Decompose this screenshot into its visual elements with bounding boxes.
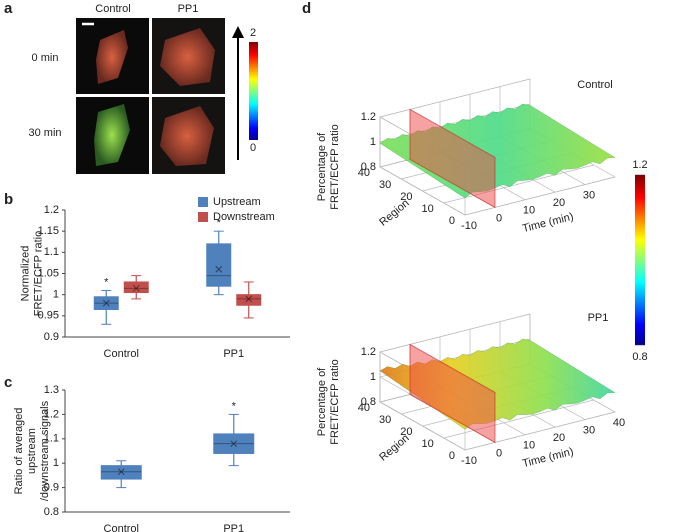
time-tick-label: 0 — [496, 447, 502, 459]
region-tick-label: 30 — [379, 414, 391, 426]
colorbar-label: 0 — [250, 142, 256, 154]
column-label: Control — [95, 3, 130, 15]
arrow-head — [232, 26, 244, 38]
y-axis-label: Normalized — [19, 246, 31, 302]
grid-line — [464, 411, 616, 451]
region-axis-label: Region — [377, 432, 411, 464]
y-tick-label: 1.1 — [44, 433, 59, 445]
panel-label: d — [302, 0, 311, 17]
colorbar-label: 1.2 — [632, 159, 647, 171]
legend-swatch — [198, 212, 208, 222]
y-axis-label: /downstream signals — [39, 400, 51, 501]
panel-label: b — [4, 191, 13, 208]
significance: * — [104, 276, 109, 288]
box — [236, 294, 262, 306]
z-axis-label: Percentage of — [316, 132, 328, 201]
z-axis-label: FRET/ECFP ratio — [329, 124, 341, 209]
y-tick-label: 1 — [53, 289, 59, 301]
y-axis-label: FRET/ECFP ratio — [32, 231, 44, 316]
z-tick-label: 1 — [370, 371, 376, 383]
legend-label: Upstream — [213, 196, 261, 208]
mean-marker — [132, 284, 140, 292]
y-tick-label: 1.1 — [44, 246, 59, 258]
grid-line — [464, 176, 616, 216]
time-tick-label: 40 — [613, 417, 625, 429]
region-tick-label: 40 — [358, 167, 370, 179]
grid-line — [443, 164, 594, 204]
region-tick-label: 10 — [422, 438, 434, 450]
colorbar-label: 2 — [250, 27, 256, 39]
y-tick-label: 1.15 — [38, 225, 59, 237]
y-tick-label: 0.9 — [44, 482, 59, 494]
panel-label: c — [4, 374, 12, 391]
z-tick-label: 1.2 — [361, 346, 376, 358]
time-tick-label: 30 — [583, 425, 595, 437]
colorbar-label: 0.8 — [632, 351, 647, 363]
column-label: PP1 — [178, 3, 199, 15]
y-tick-label: 1 — [53, 457, 59, 469]
box — [123, 281, 149, 294]
y-tick-label: 0.8 — [44, 506, 59, 518]
region-tick-label: 10 — [422, 203, 434, 215]
mean-marker — [117, 468, 125, 476]
micrographs — [76, 18, 225, 174]
y-tick-label: 1.2 — [44, 204, 59, 216]
mean-marker — [245, 295, 253, 303]
box — [206, 243, 232, 287]
region-tick-label: 0 — [449, 450, 455, 462]
y-tick-label: 1.2 — [44, 408, 59, 420]
z-axis-label: FRET/ECFP ratio — [329, 359, 341, 444]
y-axis-label: Ratio of averaged — [13, 408, 25, 495]
z-tick-label: 0.8 — [361, 396, 376, 408]
colorbar — [249, 42, 258, 140]
significance: * — [217, 217, 222, 229]
mean-marker — [102, 299, 110, 307]
region-tick-label: 20 — [400, 426, 412, 438]
legend-swatch — [198, 197, 208, 207]
onset-plane — [409, 108, 496, 209]
x-tick-label: Control — [104, 523, 139, 532]
time-tick-label: 20 — [553, 432, 565, 444]
onset-plane — [409, 343, 496, 444]
row-label: 30 min — [28, 127, 61, 139]
time-tick-label: -10 — [461, 455, 477, 467]
y-axis-label: upstream — [26, 428, 38, 474]
region-tick-label: 30 — [379, 179, 391, 191]
time-tick-label: -10 — [461, 220, 477, 232]
panel-label: a — [4, 0, 13, 17]
colorbar — [635, 175, 645, 345]
mean-marker — [230, 440, 238, 448]
y-tick-label: 1.3 — [44, 384, 59, 396]
plot-title: PP1 — [588, 312, 609, 324]
legend-label: Downstream — [213, 211, 275, 223]
time-tick-label: 20 — [553, 197, 565, 209]
time-tick-label: 10 — [523, 440, 535, 452]
x-tick-label: PP1 — [223, 523, 244, 532]
time-tick-label: 30 — [583, 190, 595, 202]
grid-line — [443, 399, 594, 439]
time-tick-label: 0 — [496, 212, 502, 224]
region-tick-label: 40 — [358, 402, 370, 414]
significance: * — [232, 400, 237, 412]
y-tick-label: 0.9 — [44, 331, 59, 343]
row-label: 0 min — [32, 52, 59, 64]
z-tick-label: 0.8 — [361, 161, 376, 173]
region-tick-label: 20 — [400, 191, 412, 203]
z-tick-label: 1 — [370, 136, 376, 148]
x-tick-label: Control — [104, 348, 139, 360]
y-tick-label: 1.05 — [38, 267, 59, 279]
region-tick-label: 0 — [449, 215, 455, 227]
z-axis-label: Percentage of — [316, 367, 328, 436]
region-axis-label: Region — [377, 197, 411, 229]
x-tick-label: PP1 — [223, 348, 244, 360]
y-tick-label: 0.95 — [38, 310, 59, 322]
plot-title: Control — [577, 79, 612, 91]
z-tick-label: 1.2 — [361, 111, 376, 123]
mean-marker — [215, 265, 223, 273]
time-tick-label: 10 — [523, 205, 535, 217]
